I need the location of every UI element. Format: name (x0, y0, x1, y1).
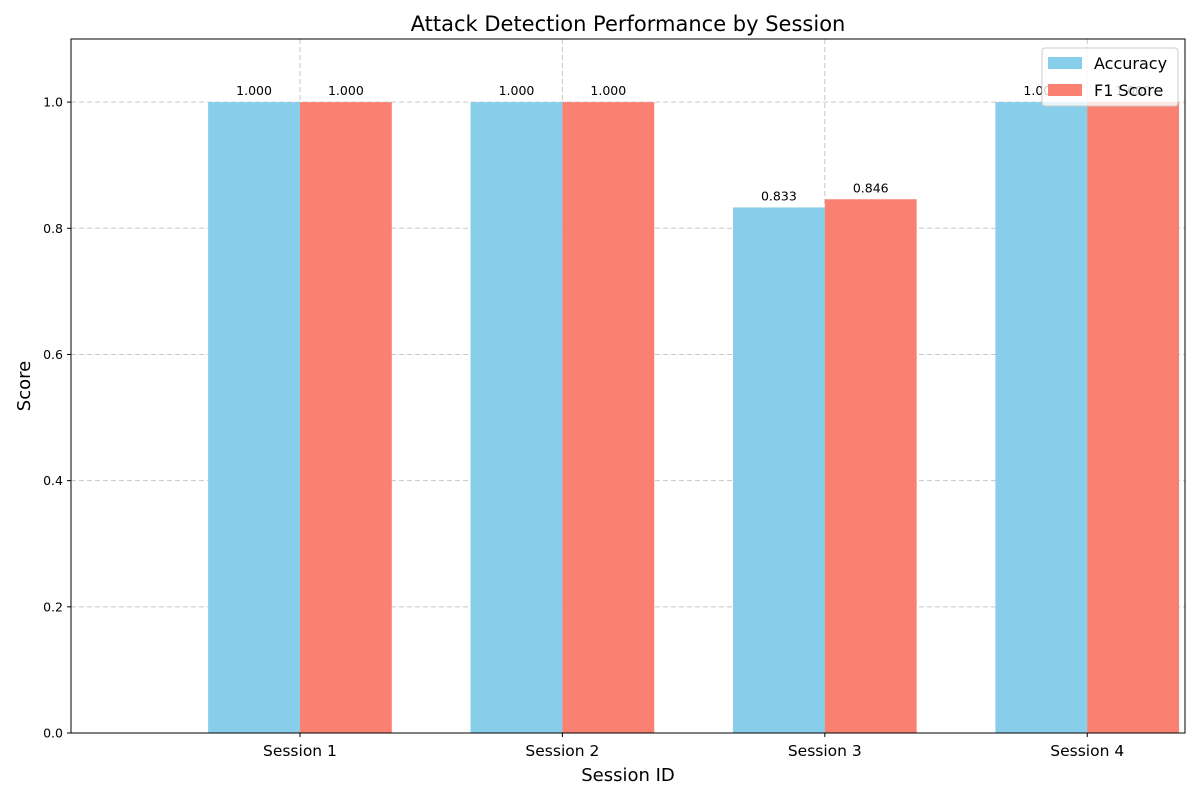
bar-f1-score (1087, 102, 1180, 733)
y-tick-label: 0.8 (43, 221, 63, 236)
bar-accuracy (470, 102, 563, 733)
bar-accuracy (995, 102, 1088, 733)
chart-title: Attack Detection Performance by Session (411, 12, 846, 36)
bar-f1-score (824, 199, 917, 733)
y-axis-ticks: 0.0 0.2 0.4 0.6 0.8 1.0 (43, 95, 71, 741)
y-tick-label: 0.2 (43, 599, 63, 614)
bar-value-label: 1.000 (328, 83, 364, 98)
legend-swatch-accuracy (1048, 57, 1082, 69)
legend-swatch-f1-score (1048, 84, 1082, 96)
bar-value-label: 0.846 (853, 180, 889, 195)
x-axis-ticks: Session 1 Session 2 Session 3 Session 4 (263, 733, 1124, 760)
bar-value-label: 0.833 (761, 188, 797, 203)
bar-value-label: 1.000 (499, 83, 535, 98)
bar-accuracy (208, 102, 300, 733)
x-tick-label: Session 1 (263, 742, 337, 760)
bar-f1-score (562, 102, 655, 733)
bar-accuracy (732, 207, 825, 733)
x-tick-label: Session 4 (1050, 742, 1124, 760)
y-axis-label: Score (14, 361, 35, 411)
bars (208, 102, 1180, 733)
x-tick-label: Session 2 (525, 742, 599, 760)
legend-label-accuracy: Accuracy (1094, 54, 1167, 73)
bar-value-label: 1.000 (236, 83, 272, 98)
x-axis-label: Session ID (581, 765, 675, 786)
y-tick-label: 1.0 (43, 95, 63, 110)
x-tick-label: Session 3 (788, 742, 862, 760)
plot-frame (70, 38, 1186, 734)
legend: Accuracy F1 Score (1041, 47, 1179, 107)
y-tick-label: 0.4 (43, 473, 63, 488)
y-tick-label: 0.6 (43, 347, 63, 362)
y-tick-label: 0.0 (43, 726, 63, 741)
legend-label-f1-score: F1 Score (1094, 81, 1163, 100)
bar-value-label: 1.000 (590, 83, 626, 98)
bar-f1-score (299, 102, 392, 733)
